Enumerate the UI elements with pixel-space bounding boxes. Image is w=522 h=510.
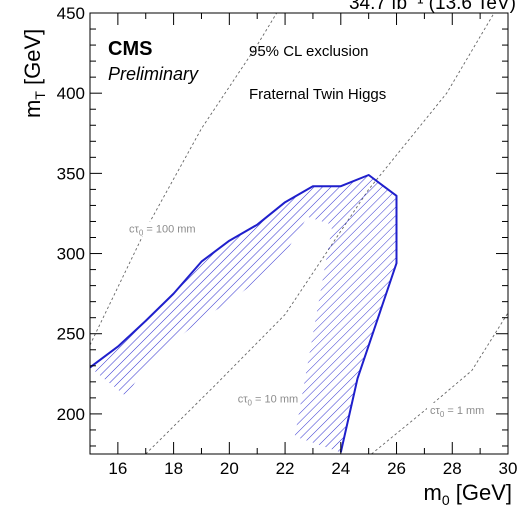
y-axis-ticks: 200 250 300 350 400 450: [57, 4, 508, 447]
ctau-label-value: = 1 mm: [444, 405, 484, 417]
preliminary-label: Preliminary: [108, 64, 199, 84]
ctau-label-prefix: cτ: [238, 394, 249, 406]
ctau-label-value: = 100 mm: [143, 224, 195, 236]
ctau-label-0: cτ0 = 100 mm: [129, 224, 196, 238]
ctau-label-value: = 10 mm: [252, 394, 298, 406]
x-tick-label: 16: [108, 459, 127, 478]
y-tick-label: 200: [57, 405, 85, 424]
exclusion-region: [90, 174, 398, 453]
ctau-label-bg-2: [426, 402, 497, 418]
ctau-label-sub: 0: [248, 399, 253, 408]
lumi-label: 34.7 fb⁻¹ (13.6 TeV): [349, 0, 516, 14]
ctau-label-sub: 0: [139, 229, 144, 238]
y-tick-label: 350: [57, 164, 85, 183]
exclusion-hatch-0: [90, 175, 397, 453]
ctau-label-2: cτ0 = 1 mm: [430, 405, 484, 419]
exclusion-contour-0: [90, 174, 398, 453]
x-tick-label: 26: [387, 459, 406, 478]
x-tick-label: 28: [443, 459, 462, 478]
ctau-label-bg-0: [126, 221, 197, 237]
y-axis-label: mT [GeV]: [20, 29, 48, 118]
ctau-label-prefix: cτ: [129, 224, 140, 236]
x-tick-label: 30: [499, 459, 518, 478]
x-axis-label-var: m: [424, 480, 442, 505]
x-axis-ticks: 16 18 20 22 24 26 28 30: [89, 13, 518, 478]
x-axis-label-unit: [GeV]: [456, 480, 512, 505]
annotation-exclusion: 95% CL exclusion: [249, 43, 369, 60]
y-tick-label: 250: [57, 325, 85, 344]
y-tick-label: 450: [57, 4, 85, 23]
y-axis-label-unit: [GeV]: [20, 29, 45, 85]
x-tick-label: 24: [331, 459, 350, 478]
ctau-line-1: [145, 13, 495, 454]
x-axis-label: m0 [GeV]: [424, 480, 513, 508]
y-axis-label-sub: T: [32, 91, 48, 100]
annotation-model: Fraternal Twin Higgs: [249, 86, 386, 103]
ctau-line-2: [371, 312, 508, 454]
ctau-label-sub: 0: [440, 410, 445, 419]
ctau-label-bg-1: [234, 391, 305, 407]
y-axis-label-var: m: [20, 100, 45, 118]
x-tick-label: 22: [276, 459, 295, 478]
ctau-label-1: cτ0 = 10 mm: [238, 394, 298, 408]
ctau-label-prefix: cτ: [430, 405, 441, 417]
y-tick-label: 400: [57, 84, 85, 103]
x-axis-label-sub: 0: [442, 492, 450, 508]
x-tick-label: 18: [164, 459, 183, 478]
cms-label: CMS: [108, 38, 152, 60]
y-tick-label: 300: [57, 245, 85, 264]
plot-frame: [89, 12, 509, 455]
x-tick-label: 20: [220, 459, 239, 478]
ctau-line-0: [90, 13, 278, 346]
